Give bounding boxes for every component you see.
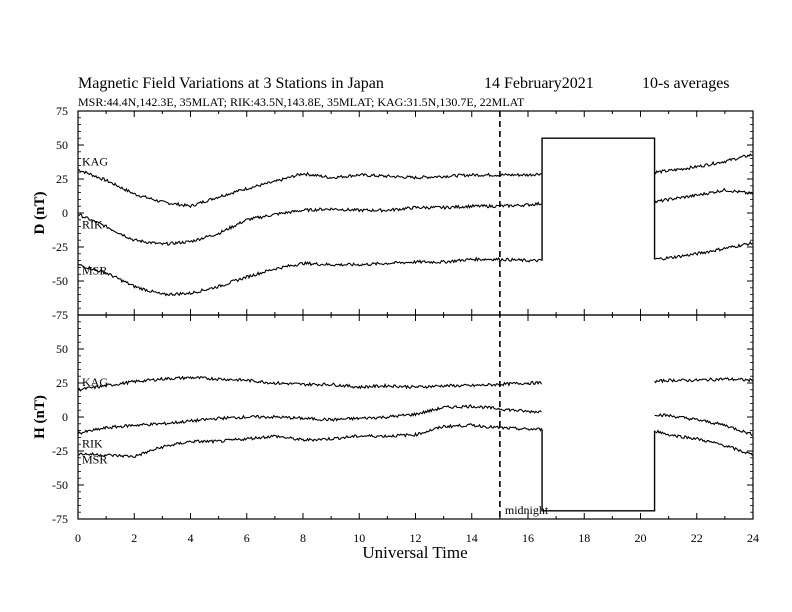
plot-frame [77, 110, 754, 316]
x-tick-label: 6 [244, 531, 250, 545]
midnight-marker: midnight [499, 111, 549, 519]
x-tick-label: 2 [131, 531, 137, 545]
x-tick-label: 12 [410, 531, 422, 545]
x-tick-label: 14 [466, 531, 478, 545]
series-line-kag-after-gap [654, 153, 753, 175]
series-line-msr-after-gap [654, 240, 753, 261]
series-line-rik [77, 201, 542, 246]
y-axis-label: H (nT) [32, 395, 48, 439]
x-axis-label: Universal Time [362, 543, 467, 562]
y-axis-label: D (nT) [32, 192, 48, 235]
x-tick-label: 16 [522, 531, 534, 545]
y-tick-label: 50 [56, 138, 68, 152]
y-tick-label: 75 [56, 104, 68, 118]
y-tick-label: -75 [52, 512, 68, 526]
d-panel-gap-box [541, 137, 656, 261]
series-line-kag [77, 168, 542, 209]
series-line-rik-after-gap [654, 187, 753, 204]
y-tick-label: -50 [52, 478, 68, 492]
x-tick-label: 24 [747, 531, 759, 545]
chart-date: 14 February2021 [484, 75, 594, 92]
y-tick-label: 0 [62, 206, 68, 220]
series-line-msr [77, 423, 543, 459]
x-tick-label: 22 [691, 531, 703, 545]
series-label-kag: KAG [82, 375, 108, 389]
series-label-kag: KAG [82, 154, 108, 168]
y-tick-label: 50 [56, 342, 68, 356]
x-tick-label: 20 [635, 531, 647, 545]
h-panel-gap-box [541, 429, 656, 512]
chart-title: Magnetic Field Variations at 3 Stations … [78, 75, 384, 92]
y-tick-label: 25 [56, 172, 68, 186]
x-tick-label: 18 [578, 531, 590, 545]
d-component-panel: 75 50 25 0 -25 -50 -75 D (nT) KAG RIK MSR [32, 104, 754, 322]
chart-subtitle: MSR:44.4N,142.3E, 35MLAT; RIK:43.5N,143.… [78, 95, 525, 109]
data-gap-boxes [541, 137, 656, 512]
series-label-rik: RIK [82, 436, 103, 450]
h-component-panel: 50 25 0 -25 -50 -75 H (nT) KAG RIK MSR [32, 314, 754, 526]
x-tick-label: 10 [353, 531, 365, 545]
y-tick-label: -25 [52, 444, 68, 458]
series-label-msr: MSR [82, 264, 107, 278]
series-line-kag-after-gap [654, 377, 753, 384]
x-tick-label: 4 [188, 531, 194, 545]
series-label-rik: RIK [82, 217, 103, 231]
series-line-rik [77, 404, 542, 436]
midnight-label: midnight [505, 503, 549, 517]
y-tick-label: 0 [62, 410, 68, 424]
series-line-rik-after-gap [654, 412, 753, 436]
chart-averaging: 10-s averages [642, 75, 730, 92]
y-tick-label: -50 [52, 274, 68, 288]
series-line-kag [77, 375, 542, 392]
x-tick-label: 8 [300, 531, 306, 545]
x-axis: 0 2 4 6 8 10 12 14 16 18 20 22 24 [75, 531, 759, 545]
plot-frame [77, 314, 754, 520]
y-tick-label: 25 [56, 376, 68, 390]
series-line-msr [77, 256, 542, 297]
y-tick-label: -75 [52, 308, 68, 322]
series-label-msr: MSR [82, 453, 107, 467]
chart-header: Magnetic Field Variations at 3 Stations … [78, 75, 730, 109]
series-line-msr-after-gap [654, 429, 753, 456]
x-tick-label: 0 [75, 531, 81, 545]
y-tick-label: -25 [52, 240, 68, 254]
